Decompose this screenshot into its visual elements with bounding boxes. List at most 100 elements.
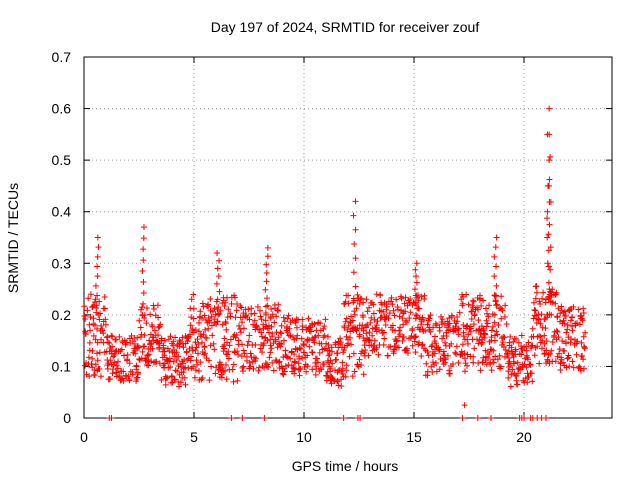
- data-point: [273, 313, 280, 320]
- data-point: [456, 309, 463, 316]
- data-point: [299, 323, 306, 330]
- data-point: [291, 351, 298, 358]
- data-point: [429, 342, 436, 349]
- data-point: [107, 357, 114, 364]
- data-point: [448, 340, 455, 347]
- data-point: [380, 329, 387, 336]
- data-point: [384, 352, 391, 359]
- data-point: [213, 280, 220, 287]
- data-point: [139, 348, 146, 355]
- data-point: [216, 310, 223, 317]
- data-point: [210, 340, 217, 347]
- data-point: [96, 365, 103, 372]
- data-point: [419, 341, 426, 348]
- data-point: [243, 312, 250, 319]
- data-point: [141, 314, 148, 321]
- data-point: [431, 350, 438, 357]
- data-point: [465, 331, 472, 338]
- data-point: [93, 302, 100, 309]
- data-point: [91, 372, 98, 379]
- data-point: [84, 307, 91, 314]
- data-point: [205, 325, 212, 332]
- data-point: [334, 377, 341, 384]
- data-point: [275, 359, 282, 366]
- data-point: [461, 355, 468, 362]
- data-point: [505, 368, 512, 375]
- data-point: [389, 301, 396, 308]
- data-point: [382, 322, 389, 329]
- data-point: [547, 289, 554, 296]
- data-point: [95, 244, 102, 251]
- data-point: [119, 375, 126, 382]
- data-point: [118, 346, 125, 353]
- data-point: [193, 344, 200, 351]
- data-point: [297, 366, 304, 373]
- data-point: [491, 253, 498, 260]
- data-point: [83, 359, 90, 366]
- data-point: [82, 315, 89, 322]
- data-point: [278, 330, 285, 337]
- data-point: [91, 322, 98, 329]
- data-point: [360, 314, 367, 321]
- data-point: [390, 307, 397, 314]
- data-point: [293, 324, 300, 331]
- data-point: [192, 327, 199, 334]
- data-point: [167, 364, 174, 371]
- data-point: [463, 362, 470, 369]
- data-point: [209, 308, 216, 315]
- data-point: [402, 346, 409, 353]
- data-point: [525, 356, 532, 363]
- data-point: [366, 336, 373, 343]
- data-point: [196, 319, 203, 326]
- data-point: [397, 324, 404, 331]
- data-point: [226, 342, 233, 349]
- data-point: [561, 320, 568, 327]
- data-point: [352, 226, 359, 233]
- data-point: [579, 315, 586, 322]
- data-point: [563, 329, 570, 336]
- data-point: [197, 308, 204, 315]
- x-tick-label: 5: [190, 429, 198, 445]
- data-point: [268, 345, 275, 352]
- data-point: [94, 339, 101, 346]
- data-point: [493, 328, 500, 335]
- data-point: [272, 357, 279, 364]
- data-point: [399, 337, 406, 344]
- data-point: [415, 297, 422, 304]
- data-point: [353, 327, 360, 334]
- data-point: [469, 297, 476, 304]
- data-point: [545, 231, 552, 238]
- data-point: [462, 360, 469, 367]
- data-point: [299, 355, 306, 362]
- data-point: [455, 331, 462, 338]
- data-point: [465, 301, 472, 308]
- data-point: [196, 368, 203, 375]
- data-point: [225, 306, 232, 313]
- data-point: [190, 291, 197, 298]
- data-point: [563, 340, 570, 347]
- data-point: [166, 348, 173, 355]
- data-point: [222, 320, 229, 327]
- data-point: [375, 351, 382, 358]
- data-point: [224, 351, 231, 358]
- data-point: [162, 381, 169, 388]
- data-point: [136, 356, 143, 363]
- data-point: [291, 370, 298, 377]
- data-point: [111, 352, 118, 359]
- data-point: [460, 322, 467, 329]
- data-point: [436, 327, 443, 334]
- data-point: [536, 360, 543, 367]
- data-point: [352, 255, 359, 262]
- data-point: [351, 368, 358, 375]
- data-point: [191, 374, 198, 381]
- data-point: [136, 317, 143, 324]
- data-point: [529, 378, 536, 385]
- data-point: [489, 323, 496, 330]
- data-point: [547, 153, 554, 160]
- data-point: [330, 376, 337, 383]
- data-point: [494, 331, 501, 338]
- data-point: [139, 268, 146, 275]
- y-tick-label: 0.5: [52, 152, 72, 168]
- data-point: [138, 306, 145, 313]
- data-point: [153, 358, 160, 365]
